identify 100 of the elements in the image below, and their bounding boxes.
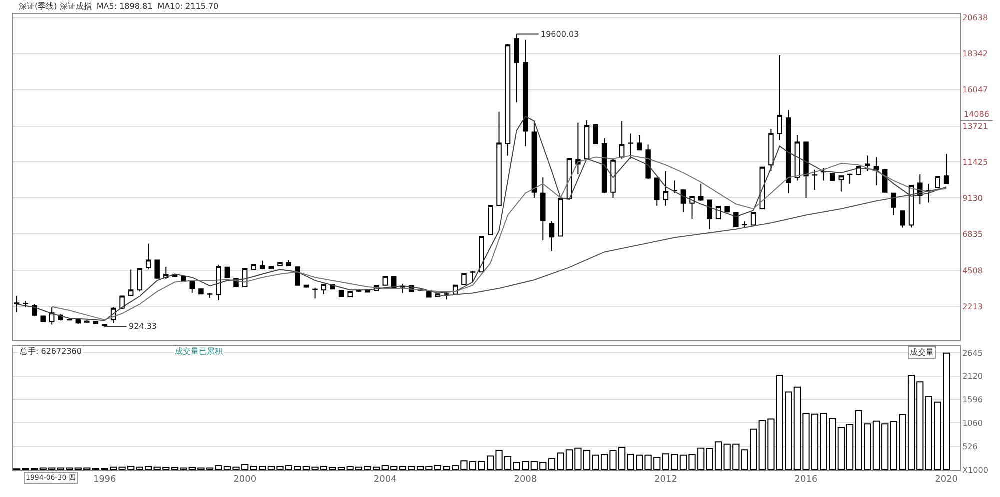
y-tick-label: 526 [962,442,978,452]
candlestick [216,264,222,301]
candlestick [251,264,256,270]
candlestick [558,198,564,238]
candlestick [742,221,748,228]
candlestick [23,300,28,308]
y-tick-label: 20638 [962,14,988,23]
candlestick [382,276,388,286]
candlestick [636,134,642,151]
ref-line-label: 14086 [964,110,990,119]
x-tick-label: 2020 [935,474,958,485]
candlestick [944,154,950,185]
candlestick [102,324,108,328]
candlestick [93,321,99,325]
candlestick [654,177,660,206]
candlestick [926,183,932,204]
annotation: 总手: 62672360 [19,347,82,356]
candlestick [786,110,792,194]
candlestick [812,169,818,191]
candlestick [137,268,143,292]
candlestick [321,283,327,295]
candlestick [724,206,730,214]
candlestick [874,156,880,186]
candlestick [444,292,450,300]
y-tick-label: 2120 [962,372,983,382]
candlestick [891,192,896,216]
y-tick-label: 6835 [962,230,983,239]
candlestick [734,212,739,228]
candlestick [865,155,870,172]
candlestick [207,292,213,298]
candlestick [532,122,538,199]
bar [548,458,556,470]
candlestick [128,269,134,297]
candlestick [707,199,712,230]
line-series [52,155,948,321]
y-tick-label: 11425 [962,158,988,168]
y-tick-label: 1596 [962,395,983,404]
candlestick [593,124,598,145]
x-tick-label: 2004 [374,474,398,485]
annotation: 924.33 [129,322,157,331]
candlestick [348,290,353,298]
candlestick [338,290,344,298]
candlestick [576,122,581,176]
bar [338,467,346,470]
candlestick [514,34,520,103]
candlestick [680,189,686,213]
candlestick [768,128,774,172]
y-tick-label: 13721 [962,122,988,132]
candlestick [900,210,906,228]
candlestick [224,266,230,278]
candlestick [777,54,782,141]
candlestick [602,138,608,194]
x-tick-label: 2016 [794,474,818,485]
candlestick [619,120,625,160]
candlestick [935,176,940,188]
candlestick [479,236,484,273]
candlestick [260,260,266,270]
line-series [437,187,948,297]
candlestick [84,320,90,324]
candlestick [198,288,204,295]
y-tick-label: 1060 [962,418,983,428]
candlestick [847,173,853,184]
candlestick [154,260,160,279]
x-tick-label: 2012 [654,474,678,485]
annotation: 19600.03 [541,30,580,39]
candlestick [663,170,669,206]
y-tick-label: 16047 [962,86,988,95]
candlestick [120,295,125,310]
candlestick [40,316,46,323]
candlestick [821,168,826,182]
candlestick [304,284,310,288]
candlestick [278,262,283,267]
line-series [16,116,948,322]
candlestick [804,141,809,199]
candlestick [549,221,555,252]
x-tick-label: 1996 [93,474,117,485]
x-tick-label: 2000 [234,474,257,485]
y-tick-label: 9130 [962,194,983,203]
candlestick [32,304,38,317]
x-tick-label: 2008 [514,474,538,485]
candlestick [146,243,152,270]
candlestick [462,273,467,286]
text: 深证(季线) 深证成指 MA5: 1898.81 MA10: 2115.70 [19,2,219,11]
y-tick-label: 4508 [962,266,983,276]
candlestick [646,144,651,180]
candlestick [610,158,616,199]
candlestick [794,134,800,182]
candlestick [488,205,494,236]
candlestick [470,270,476,283]
candlestick [540,177,546,241]
y-tick-label: 2213 [962,302,983,312]
candlestick [698,183,704,202]
candlestick [505,44,511,156]
candlestick [830,173,836,182]
candlestick [750,212,756,226]
candlestick [14,295,20,313]
candlestick [312,287,318,300]
candlestick [690,196,695,220]
y-tick-label: 2645 [962,348,983,358]
candlestick [496,111,502,207]
